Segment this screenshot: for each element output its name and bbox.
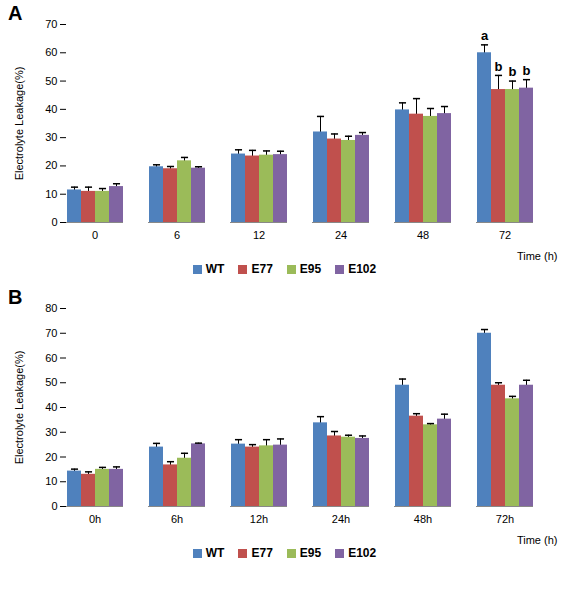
svg-text:40: 40 (45, 401, 57, 413)
svg-text:b: b (523, 63, 531, 78)
svg-text:24: 24 (335, 229, 347, 241)
svg-text:48: 48 (417, 229, 429, 241)
svg-text:48h: 48h (414, 513, 432, 525)
svg-text:72: 72 (499, 229, 511, 241)
svg-text:20: 20 (45, 451, 57, 463)
svg-text:70: 70 (45, 327, 57, 339)
svg-text:10: 10 (45, 188, 57, 200)
svg-text:0h: 0h (89, 513, 101, 525)
svg-text:72h: 72h (496, 513, 514, 525)
svg-text:0: 0 (51, 500, 57, 512)
svg-text:0: 0 (92, 229, 98, 241)
html-text:A: A (8, 2, 23, 24)
svg-text:b: b (509, 64, 517, 79)
svg-text:a: a (481, 28, 489, 43)
svg-text:24h: 24h (332, 513, 350, 525)
svg-text:Time (h): Time (h) (517, 250, 558, 262)
svg-text:Electrolyte Leakage(%): Electrolyte Leakage(%) (13, 67, 25, 181)
svg-text:70: 70 (45, 18, 57, 30)
html-text:E102: E102 (348, 546, 377, 560)
html-text:WT: WT (205, 546, 225, 560)
html-text:E77: E77 (251, 262, 273, 276)
html-text:E102: E102 (348, 262, 377, 276)
svg-text:6h: 6h (171, 513, 183, 525)
svg-text:Time (h): Time (h) (517, 534, 558, 546)
svg-text:6: 6 (174, 229, 180, 241)
html-text:E95: E95 (299, 262, 322, 276)
html-text:E77: E77 (251, 546, 273, 560)
svg-text:30: 30 (45, 131, 57, 143)
svg-text:50: 50 (45, 75, 57, 87)
svg-text:12h: 12h (250, 513, 268, 525)
svg-text:20: 20 (45, 159, 57, 171)
svg-text:60: 60 (45, 46, 57, 58)
svg-text:30: 30 (45, 426, 57, 438)
svg-text:0: 0 (51, 216, 57, 228)
svg-text:50: 50 (45, 376, 57, 388)
svg-text:12: 12 (253, 229, 265, 241)
svg-text:10: 10 (45, 475, 57, 487)
svg-text:40: 40 (45, 103, 57, 115)
svg-text:b: b (495, 59, 503, 74)
svg-text:60: 60 (45, 352, 57, 364)
html-text:WT: WT (205, 262, 225, 276)
html-text:E95: E95 (299, 546, 322, 560)
svg-text:Electrolyte Leakage(%): Electrolyte Leakage(%) (13, 351, 25, 465)
html-text:B: B (8, 286, 23, 308)
svg-text:80: 80 (45, 302, 57, 314)
